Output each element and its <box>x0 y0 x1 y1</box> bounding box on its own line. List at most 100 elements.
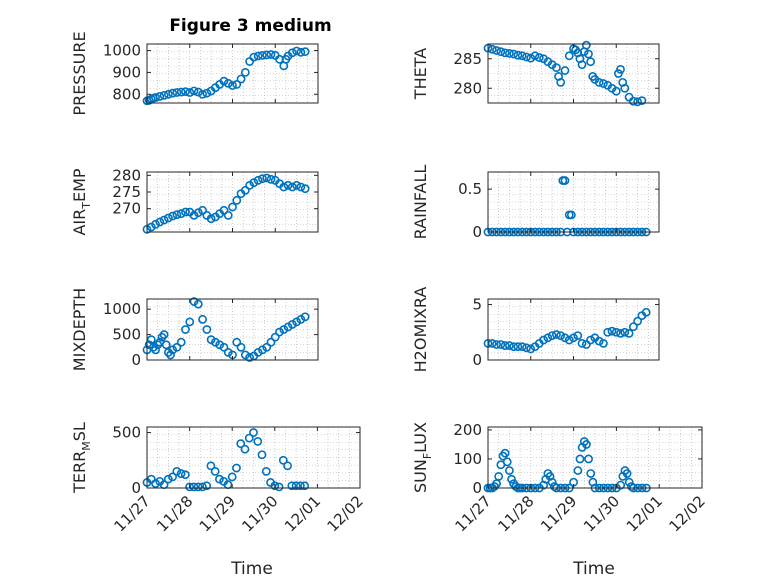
data-point <box>151 479 160 488</box>
series-markers <box>483 40 647 107</box>
data-point <box>500 48 510 58</box>
data-point <box>144 340 154 350</box>
data-point <box>266 337 276 347</box>
y-tick-label: 500 <box>112 424 141 442</box>
data-point <box>193 87 203 97</box>
data-point <box>228 81 237 90</box>
data-point <box>577 338 587 348</box>
subplot-theta: 280 285 THETA <box>411 40 660 107</box>
data-point <box>279 325 289 334</box>
x-tick-label: 12/01 <box>281 492 324 535</box>
data-point <box>181 207 190 217</box>
data-point <box>641 307 651 317</box>
data-point <box>487 44 497 54</box>
x-tick-label: 12/01 <box>623 492 666 535</box>
data-point <box>155 92 165 101</box>
data-point <box>300 312 310 322</box>
data-point <box>198 205 207 215</box>
data-point <box>530 51 540 61</box>
data-point <box>611 327 621 337</box>
data-point <box>270 481 280 491</box>
data-point <box>296 182 306 192</box>
data-point <box>261 466 271 476</box>
subplot-mixdepth: 0 500 1000 MIXDEPTH <box>70 288 319 371</box>
data-point <box>232 337 242 347</box>
x-tick-label: 12/02 <box>666 492 709 535</box>
data-point <box>249 428 258 437</box>
data-point <box>161 340 171 350</box>
x-tick-label: 11/30 <box>580 492 623 535</box>
y-tick-label: 0 <box>472 223 482 241</box>
data-point <box>616 64 625 74</box>
data-point <box>633 316 643 326</box>
data-point <box>502 457 512 467</box>
data-point <box>228 202 237 212</box>
x-tick-label: 11/29 <box>196 492 239 535</box>
data-point <box>198 314 207 324</box>
data-point <box>628 96 638 106</box>
data-point <box>270 332 280 342</box>
data-point <box>163 89 173 99</box>
y-tick-label: 280 <box>112 166 141 184</box>
data-point <box>172 210 182 220</box>
chart-title: Figure 3 medium <box>169 16 331 36</box>
data-point <box>181 87 190 97</box>
data-point <box>573 466 583 475</box>
data-point <box>176 87 186 97</box>
data-point <box>202 325 212 334</box>
x-tick-label: 11/30 <box>238 492 281 535</box>
data-point <box>163 474 173 484</box>
data-point <box>253 175 263 185</box>
data-point <box>210 466 220 476</box>
data-point <box>581 40 591 50</box>
data-point <box>223 210 233 220</box>
data-point <box>193 208 203 218</box>
data-point <box>240 68 250 77</box>
data-point <box>539 335 548 345</box>
data-point <box>624 477 634 487</box>
data-point <box>219 342 229 352</box>
data-point <box>300 47 310 57</box>
y-tick-label: 270 <box>112 200 141 218</box>
data-point <box>185 482 194 492</box>
data-point <box>287 48 297 58</box>
data-point <box>577 60 587 70</box>
x-tick-label: 11/27 <box>452 492 495 535</box>
data-point <box>155 217 165 227</box>
data-point <box>253 437 263 446</box>
data-point <box>526 344 536 354</box>
data-point <box>219 76 229 86</box>
series-markers <box>142 297 310 362</box>
data-point <box>517 51 527 61</box>
data-point <box>569 333 578 343</box>
data-point <box>560 176 570 185</box>
data-point <box>620 327 630 337</box>
data-point <box>622 469 632 478</box>
data-point <box>504 49 514 58</box>
y-axis-label: H2OMIXRA <box>411 287 430 373</box>
grid <box>146 426 361 489</box>
axes-frame <box>487 426 703 489</box>
data-point <box>168 211 178 221</box>
data-point <box>168 88 178 98</box>
series-markers <box>142 428 310 492</box>
data-point <box>151 219 160 229</box>
data-point <box>522 52 531 62</box>
data-point <box>223 347 233 357</box>
y-axis-label: PRESSURE <box>70 31 89 115</box>
data-point <box>240 185 250 195</box>
series-markers <box>483 307 651 354</box>
data-point <box>240 350 250 360</box>
data-point <box>584 454 593 464</box>
x-tick-label: 11/28 <box>153 492 196 535</box>
x-tick-label: 11/27 <box>111 492 154 535</box>
data-point <box>513 342 523 352</box>
data-point <box>159 330 169 339</box>
data-point <box>249 52 259 62</box>
data-point <box>206 461 216 471</box>
data-point <box>616 328 625 338</box>
data-point <box>172 88 182 97</box>
data-point <box>291 481 301 491</box>
